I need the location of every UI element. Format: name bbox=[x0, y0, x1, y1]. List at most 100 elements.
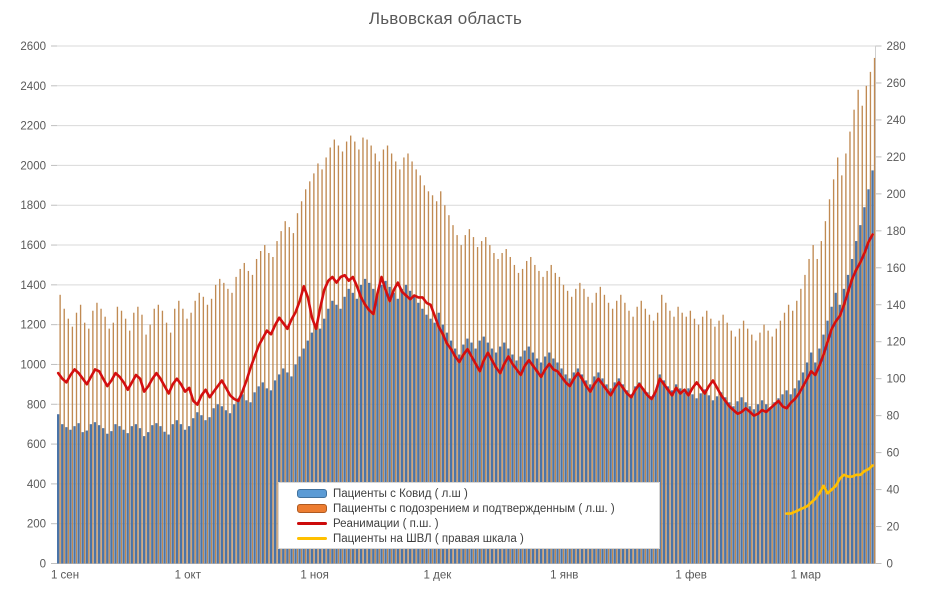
blue-bar bbox=[842, 288, 846, 564]
right-axis-label: 180 bbox=[887, 226, 906, 238]
right-axis-label: 160 bbox=[887, 263, 906, 275]
blue-bar bbox=[670, 390, 674, 564]
blue-bar bbox=[277, 374, 281, 564]
orange-bar bbox=[75, 312, 78, 564]
right-axis-label: 260 bbox=[887, 78, 906, 90]
orange-bar bbox=[190, 312, 192, 564]
blue-bar bbox=[241, 394, 244, 564]
blue-bar bbox=[85, 430, 88, 564]
blue-bar bbox=[470, 342, 473, 564]
orange-bar bbox=[480, 241, 483, 564]
legend-label: Реанимации ( п.ш. ) bbox=[333, 517, 439, 530]
orange-bar bbox=[869, 71, 872, 564]
orange-bar bbox=[521, 268, 524, 564]
orange-bar bbox=[468, 229, 471, 564]
blue-bar bbox=[699, 393, 702, 564]
orange-bar bbox=[198, 292, 200, 564]
orange-bar bbox=[239, 268, 241, 564]
orange-bar bbox=[112, 322, 115, 564]
blue-bar bbox=[355, 298, 359, 564]
orange-bar bbox=[558, 276, 561, 564]
orange-bar bbox=[104, 316, 106, 564]
orange-bar bbox=[423, 185, 426, 564]
orange-bar bbox=[726, 322, 728, 564]
blue-bar bbox=[261, 382, 264, 564]
orange-bar bbox=[153, 308, 155, 564]
blue-bar bbox=[212, 408, 215, 564]
blue-bar bbox=[183, 429, 187, 564]
orange-bar bbox=[571, 296, 573, 564]
blue-bar bbox=[163, 431, 166, 564]
blue-bar bbox=[548, 352, 551, 564]
blue-bar bbox=[151, 425, 154, 564]
left-axis-label: 1600 bbox=[20, 240, 46, 252]
x-axis-label: 1 янв bbox=[550, 570, 578, 582]
orange-bar bbox=[194, 300, 196, 564]
blue-bar bbox=[171, 424, 174, 564]
blue-bar bbox=[216, 404, 219, 564]
blue-bar bbox=[408, 290, 412, 564]
blue-bar bbox=[662, 380, 665, 564]
blue-bar bbox=[527, 346, 530, 564]
orange-bar bbox=[554, 272, 556, 564]
blue-bar bbox=[224, 410, 228, 564]
orange-bar bbox=[734, 336, 737, 564]
blue-bar bbox=[65, 427, 68, 564]
blue-bar bbox=[81, 432, 84, 564]
orange-bar bbox=[231, 292, 233, 564]
legend-label: Пациенты с подозрением и подтвержденным … bbox=[333, 502, 615, 515]
blue-bar bbox=[732, 406, 735, 564]
orange-bar bbox=[628, 310, 630, 564]
blue-bar bbox=[376, 294, 379, 564]
blue-bar bbox=[805, 362, 809, 564]
orange-bar bbox=[509, 256, 511, 564]
orange-bar bbox=[746, 328, 749, 564]
blue-bar bbox=[601, 378, 604, 564]
orange-bar bbox=[841, 175, 843, 564]
blue-bar bbox=[769, 407, 772, 564]
blue-bar bbox=[249, 402, 252, 564]
orange-bar bbox=[448, 215, 450, 564]
orange-bar bbox=[161, 310, 164, 564]
blue-bar bbox=[822, 334, 825, 564]
orange-bar bbox=[255, 258, 258, 564]
blue-bar bbox=[363, 278, 367, 564]
orange-bar bbox=[710, 318, 712, 564]
left-axis-label: 400 bbox=[27, 479, 46, 491]
blue-bar bbox=[118, 426, 121, 564]
blue-bar bbox=[413, 296, 416, 564]
orange-bar bbox=[92, 310, 94, 564]
blue-bar bbox=[57, 414, 60, 564]
orange-bar bbox=[550, 264, 552, 564]
legend-swatch-blue-bar-icon bbox=[297, 489, 327, 498]
orange-bar bbox=[853, 109, 855, 564]
orange-bar bbox=[857, 89, 859, 564]
blue-bar bbox=[838, 304, 841, 564]
orange-bar bbox=[759, 332, 761, 564]
left-axis-label: 1400 bbox=[20, 280, 46, 292]
blue-bar bbox=[642, 388, 645, 564]
orange-bar bbox=[214, 284, 217, 564]
chart-title: Львовская область bbox=[368, 9, 523, 28]
blue-bar bbox=[73, 426, 76, 564]
orange-bar bbox=[276, 241, 278, 564]
blue-bar bbox=[609, 388, 612, 564]
blue-bar bbox=[871, 170, 874, 564]
orange-bar bbox=[317, 163, 319, 564]
blue-bar bbox=[294, 364, 297, 564]
orange-bar bbox=[137, 306, 139, 564]
blue-bar bbox=[621, 384, 625, 564]
orange-bar bbox=[783, 312, 786, 564]
blue-bar bbox=[580, 374, 584, 564]
blue-bar bbox=[331, 300, 334, 564]
orange-bar bbox=[174, 308, 176, 564]
orange-bar bbox=[669, 310, 671, 564]
blue-bar bbox=[372, 288, 375, 564]
blue-bar bbox=[777, 398, 780, 564]
blue-bar bbox=[707, 395, 711, 564]
blue-bar bbox=[674, 384, 678, 564]
blue-bar bbox=[597, 372, 600, 564]
blue-bar bbox=[298, 356, 301, 564]
blue-bar bbox=[773, 402, 776, 564]
